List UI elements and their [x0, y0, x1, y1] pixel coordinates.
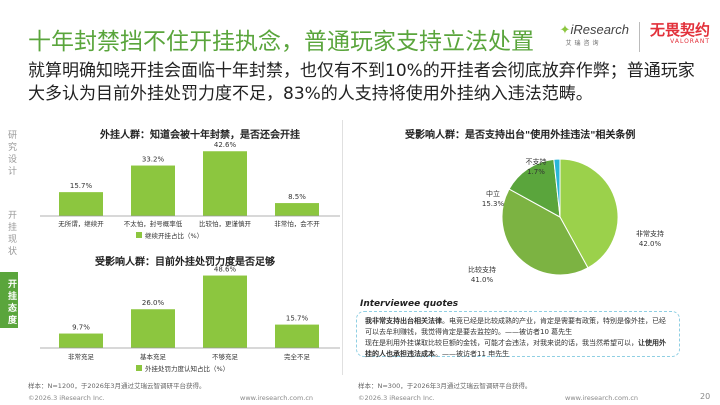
- chart2-category-label-3: 完全不足: [284, 352, 311, 361]
- chart2-legend-label: 外挂处罚力度认知占比（%）: [145, 364, 229, 373]
- chart1-svg: 15.7% 无所谓，继续开 33.2% 不太怕，封号概率低 42.6% 比较怕，更谨慎开 8…: [40, 141, 340, 240]
- chart2-category-label-0: 非常充足: [68, 352, 95, 361]
- chart3-slice-1: [501, 188, 589, 276]
- chart3-value-label-3: 1.7%: [527, 168, 545, 176]
- chart3-category-label-3: 不支持: [526, 157, 547, 166]
- quotes-box: 我非常支持出台相关法律。电竞已经是比较成熟的产业，肯定是需要有政策，特别是像外挂…: [356, 311, 680, 358]
- sample-note-right: 样本：N=300，于2026年3月通过艾瑞云智调研平台获得。: [358, 382, 532, 390]
- chart1-category-label-3: 非常怕，会不开: [274, 219, 320, 228]
- logo-divider: [638, 22, 640, 52]
- copyright-left: ©2026.3 iResearch Inc.: [28, 394, 105, 402]
- chart3-slice-2: [508, 158, 561, 218]
- chart3-value-label-2: 15.3%: [482, 200, 505, 208]
- chart3-slice-0: [559, 158, 619, 269]
- quotes-heading: Interviewee quotes: [360, 299, 459, 309]
- sample-note-left: 样本：N=1200，于2026年3月通过艾瑞云智调研平台获得。: [28, 382, 206, 390]
- chart2-svg: 9.7% 非常充足 26.0% 基本充足 48.6% 不够充足 15.7% 完全不足外挂处罚力…: [40, 266, 340, 373]
- partner-logo: 无畏契约 VALORANT: [649, 21, 710, 45]
- url-left[interactable]: www.iresearch.com.cn: [240, 394, 314, 402]
- column-divider: [342, 120, 343, 375]
- chart1-category-label-2: 比较怕，更谨慎开: [199, 219, 252, 228]
- chart1-bar-2: [203, 151, 247, 216]
- chart2-bar-3: [275, 324, 319, 348]
- chart3-svg: 非常支持 42.0% 比较支持 41.0% 中立 15.3% 不支持 1.7%: [468, 157, 664, 284]
- section-sidebar: 研究设计 开挂现状 开挂态度: [0, 0, 18, 405]
- chart3-value-label-0: 42.0%: [639, 240, 662, 248]
- chart1-bar-0: [59, 192, 103, 216]
- chart1-category-label-0: 无所谓，继续开: [58, 219, 104, 228]
- chart3-category-label-1: 比较支持: [468, 265, 496, 274]
- chart1-bar-1: [131, 165, 175, 216]
- brand-logos: ✦iResearch 艾瑞咨询 无畏契约 VALORANT: [560, 22, 710, 60]
- quote-2: 现在是利用外挂谋取比较巨额的金钱，可能才会违法，对我来说的话，我当然希望可以，让…: [365, 339, 666, 358]
- chart3-title: 受影响人群：是否支持出台"使用外挂违法"相关条例: [405, 130, 636, 141]
- chart2-title: 受影响人群：目前外挂处罚力度是否足够: [95, 257, 275, 268]
- chart1-legend-swatch: [136, 232, 142, 238]
- sidebar-item-research-design[interactable]: 研究设计: [6, 130, 16, 178]
- quote-1: 我非常支持出台相关法律。电竞已经是比较成熟的产业，肯定是需要有政策，特别是像外挂…: [365, 317, 666, 336]
- chart1-value-label-1: 33.2%: [142, 156, 165, 164]
- chart2-bar-1: [131, 309, 175, 348]
- sidebar-item-cheating-status[interactable]: 开挂现状: [6, 210, 16, 258]
- chart1-title: 外挂人群：知道会被十年封禁，是否还会开挂: [100, 130, 300, 141]
- chart3-category-label-2: 中立: [486, 189, 500, 198]
- iresearch-logo: ✦iResearch 艾瑞咨询: [559, 22, 629, 47]
- chart1-value-label-3: 8.5%: [288, 193, 306, 201]
- chart2-bar-0: [59, 333, 103, 348]
- copyright-right: ©2026.3 iResearch Inc.: [358, 394, 435, 402]
- chart2-value-label-3: 15.7%: [286, 315, 309, 323]
- chart3-slice-3: [553, 158, 561, 218]
- url-right[interactable]: www.iresearch.com.cn: [565, 394, 639, 402]
- chart3-value-label-1: 41.0%: [471, 276, 494, 284]
- chart2-value-label-0: 9.7%: [72, 324, 90, 332]
- sidebar-item-cheating-attitude[interactable]: 开挂态度: [0, 272, 18, 328]
- chart1-category-label-1: 不太怕，封号概率低: [124, 219, 183, 228]
- chart1-value-label-0: 15.7%: [70, 182, 93, 190]
- chart2-value-label-1: 26.0%: [142, 299, 165, 307]
- chart3-category-label-0: 非常支持: [636, 229, 664, 238]
- chart2-value-label-2: 48.6%: [214, 266, 237, 274]
- chart2-category-label-2: 不够充足: [212, 352, 239, 361]
- iresearch-logo-sub: 艾瑞咨询: [565, 40, 602, 47]
- chart2-category-label-1: 基本充足: [140, 352, 167, 361]
- chart2-bar-2: [203, 275, 247, 348]
- page-title: 十年封禁挡不住开挂执念，普通玩家支持立法处置: [28, 29, 534, 55]
- chart1-bar-3: [275, 203, 319, 216]
- chart2-legend-swatch: [136, 365, 142, 371]
- iresearch-mark-icon: ✦: [559, 22, 571, 37]
- partner-logo-sub: VALORANT: [670, 38, 710, 45]
- page-number: 20: [700, 392, 711, 401]
- page-subtitle: 就算明确知晓开挂会面临十年封禁，也仅有不到10%的开挂者会彻底放弃作弊；普通玩家…: [28, 61, 695, 104]
- chart1-legend-label: 继续开挂占比（%）: [145, 231, 203, 240]
- chart1-value-label-2: 42.6%: [214, 141, 237, 149]
